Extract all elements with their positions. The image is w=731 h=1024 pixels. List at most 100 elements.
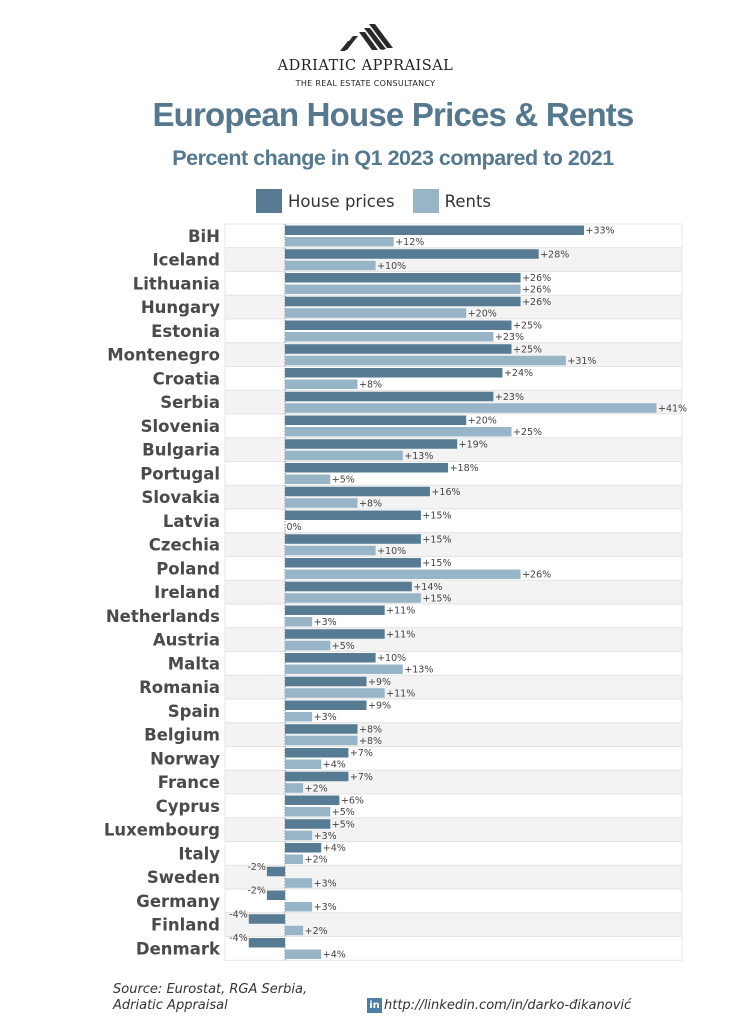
linkedin-icon: in xyxy=(367,998,382,1013)
bar-house-prices xyxy=(285,748,349,758)
value-label-rents: +10% xyxy=(377,261,406,272)
value-label-rents: +13% xyxy=(404,451,433,462)
value-label-rents: +12% xyxy=(395,237,424,248)
value-label-house-prices: +25% xyxy=(513,344,542,355)
value-label-house-prices: -2% xyxy=(247,886,266,897)
bar-house-prices xyxy=(285,463,449,473)
bar-rents xyxy=(285,355,566,366)
value-label-rents: +20% xyxy=(468,308,497,319)
value-label-rents: +10% xyxy=(377,546,406,557)
value-label-rents: +2% xyxy=(305,783,328,794)
value-label-rents: +3% xyxy=(314,617,337,628)
category-label: Portugal xyxy=(140,464,220,483)
brand-name: ADRIATIC APPRAISAL xyxy=(277,58,454,74)
roof-stripes-icon xyxy=(339,24,393,51)
category-label: Slovenia xyxy=(141,417,220,436)
category-label: Montenegro xyxy=(107,346,220,365)
category-label: Bulgaria xyxy=(142,441,220,460)
value-label-rents: +4% xyxy=(323,760,346,771)
bar-rents xyxy=(285,260,376,271)
category-label: BiH xyxy=(188,227,220,246)
bar-rents xyxy=(285,308,467,318)
value-label-rents: +3% xyxy=(314,831,337,842)
value-label-house-prices: +15% xyxy=(422,534,451,545)
logo xyxy=(0,22,731,56)
value-label-house-prices: +16% xyxy=(431,487,460,498)
value-label-house-prices: +33% xyxy=(586,226,615,237)
value-label-house-prices: +7% xyxy=(350,748,373,759)
category-label: Belgium xyxy=(144,726,220,745)
category-label: Malta xyxy=(168,654,220,673)
bar-rents xyxy=(285,830,313,841)
bar-house-prices xyxy=(266,890,285,900)
bar-rents xyxy=(285,379,358,389)
bar-house-prices xyxy=(285,771,349,782)
value-label-house-prices: +11% xyxy=(386,629,415,640)
value-label-rents: 0% xyxy=(287,522,302,533)
category-label: Serbia xyxy=(160,393,220,412)
category-label: Poland xyxy=(156,559,220,578)
value-label-house-prices: +18% xyxy=(450,463,479,474)
bar-house-prices xyxy=(285,320,512,330)
category-label: Germany xyxy=(136,892,220,911)
bar-rents xyxy=(285,617,313,627)
row-band xyxy=(224,936,683,961)
value-label-rents: +23% xyxy=(495,332,524,343)
category-label: Sweden xyxy=(147,868,220,887)
category-label: Estonia xyxy=(151,322,220,341)
legend-label-rents: Rents xyxy=(444,191,492,211)
value-label-house-prices: +15% xyxy=(422,511,451,522)
value-label-house-prices: +25% xyxy=(513,321,542,332)
bar-rents xyxy=(285,664,403,674)
category-label: Czechia xyxy=(149,536,220,555)
brand-tagline: THE REAL ESTATE CONSULTANCY xyxy=(295,79,436,88)
value-label-rents: +3% xyxy=(314,878,337,889)
bar-house-prices xyxy=(285,724,358,734)
value-label-house-prices: +9% xyxy=(368,677,391,688)
value-label-house-prices: +23% xyxy=(495,392,524,403)
bar-house-prices xyxy=(285,486,430,497)
value-label-rents: +5% xyxy=(332,641,355,652)
value-label-house-prices: +26% xyxy=(522,297,551,308)
legend-swatch-house-prices xyxy=(256,189,282,213)
value-label-rents: +26% xyxy=(522,285,551,296)
bar-house-prices xyxy=(285,273,521,283)
bar-rents xyxy=(285,925,304,936)
chart-subtitle: Percent change in Q1 2023 compared to 20… xyxy=(172,146,614,170)
bar-rents xyxy=(285,403,657,413)
category-label: France xyxy=(158,773,220,792)
category-label: Italy xyxy=(178,844,220,863)
bar-rents xyxy=(285,284,521,294)
bar-rents xyxy=(285,498,358,508)
bar-house-prices xyxy=(285,534,421,544)
bar-house-prices xyxy=(285,629,385,639)
value-label-rents: +41% xyxy=(658,403,687,414)
source-note: Source: Eurostat, RGA Serbia, Adriatic A… xyxy=(113,982,308,1013)
bar-house-prices xyxy=(285,391,494,402)
bar-house-prices xyxy=(266,866,285,877)
bar-house-prices xyxy=(248,938,285,948)
value-label-rents: +13% xyxy=(404,665,433,676)
value-label-house-prices: +11% xyxy=(386,606,415,617)
bar-rents xyxy=(285,450,403,461)
value-label-house-prices: -2% xyxy=(247,862,266,873)
category-label: Norway xyxy=(150,749,220,768)
value-label-rents: +31% xyxy=(567,356,596,367)
value-label-rents: +5% xyxy=(332,807,355,818)
bar-house-prices xyxy=(285,558,421,568)
category-label: Slovakia xyxy=(141,488,220,507)
legend-swatch-rents xyxy=(412,189,439,213)
value-label-rents: +2% xyxy=(305,926,328,937)
category-label: Luxembourg xyxy=(104,821,220,840)
value-label-house-prices: +14% xyxy=(413,582,442,593)
bar-rents xyxy=(285,427,512,437)
linkedin-url[interactable]: http://linkedin.com/in/darko-đikanović xyxy=(384,998,632,1013)
value-label-house-prices: +5% xyxy=(332,819,355,830)
category-label: Cyprus xyxy=(156,797,221,816)
value-label-rents: +8% xyxy=(359,380,382,391)
bar-rents xyxy=(285,759,322,769)
value-label-house-prices: -4% xyxy=(229,909,248,920)
linkedin-link[interactable]: in http://linkedin.com/in/darko-đikanovi… xyxy=(367,998,631,1013)
bar-house-prices xyxy=(285,368,503,378)
